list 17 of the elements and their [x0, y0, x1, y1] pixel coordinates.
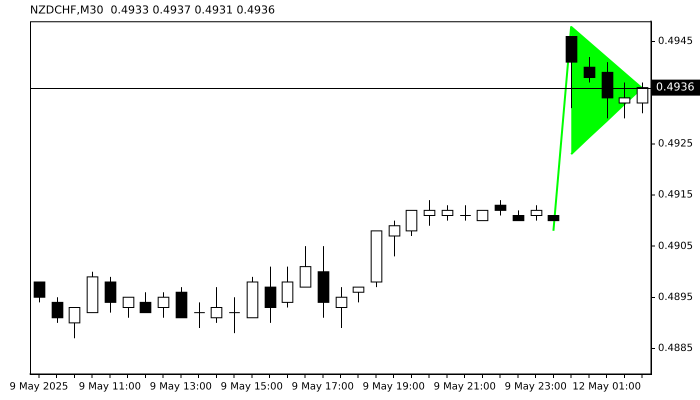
x-tick-label: 9 May 21:00 — [434, 382, 496, 393]
x-tick-label: 9 May 11:00 — [78, 382, 141, 393]
x-tick-label: 9 May 15:00 — [220, 382, 283, 393]
x-tick-label: 9 May 23:00 — [504, 382, 567, 393]
y-tick-label: 0.4885 — [658, 343, 694, 354]
x-tick-label: 12 May 01:00 — [572, 382, 641, 393]
ref-line-label: 0.4936 — [656, 80, 695, 94]
x-tick-label: 9 May 13:00 — [150, 382, 212, 393]
x-tick-label: 9 May 2025 — [9, 382, 68, 393]
x-tick-label: 9 May 19:00 — [362, 382, 425, 393]
y-tick-label: 0.4895 — [658, 292, 694, 303]
y-tick-label: 0.4925 — [658, 138, 694, 150]
y-tick-label: 0.4905 — [658, 240, 694, 252]
y-tick-label: 0.4945 — [658, 36, 694, 48]
y-tick-label: 0.4915 — [658, 190, 694, 201]
x-tick-label: 9 May 17:00 — [292, 382, 354, 393]
chart-title: NZDCHF,M30 0.4933 0.4937 0.4931 0.4936 — [30, 3, 275, 16]
